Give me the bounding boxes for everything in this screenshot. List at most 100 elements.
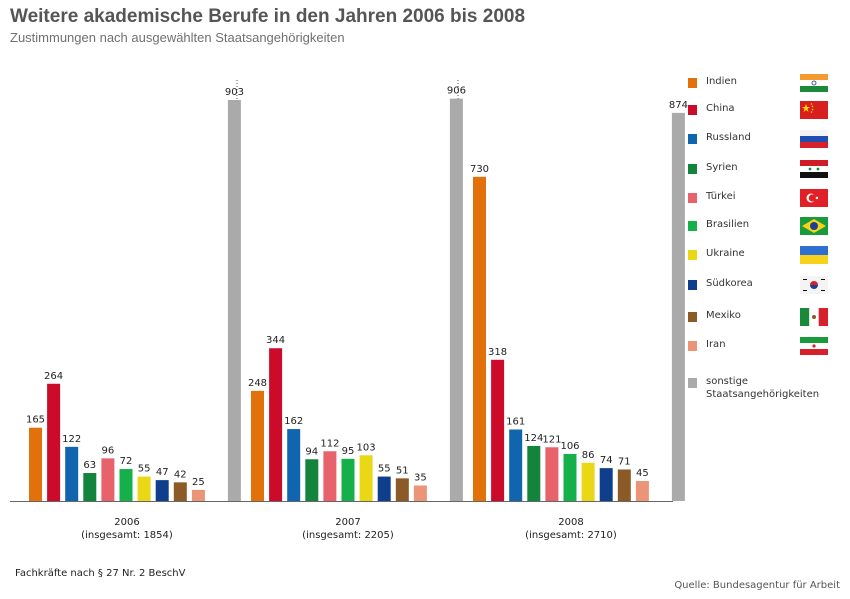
data-label: 55 — [138, 464, 151, 475]
x-tick-total: (insgesamt: 2205) — [302, 530, 394, 541]
bar — [617, 469, 631, 501]
china-flag-icon — [800, 101, 828, 119]
legend-swatch — [688, 221, 697, 231]
bar — [83, 473, 97, 501]
data-label: 86 — [582, 450, 595, 461]
bar — [599, 468, 613, 501]
bar — [251, 390, 264, 501]
data-label: 45 — [636, 468, 649, 479]
data-label: 95 — [342, 446, 355, 457]
bar — [635, 481, 649, 501]
data-label: 103 — [357, 442, 376, 453]
bar — [359, 455, 373, 501]
turkey-flag-icon — [800, 189, 828, 207]
legend-swatch — [688, 312, 697, 322]
bar — [581, 462, 595, 501]
data-label: 161 — [506, 417, 525, 428]
data-label: 318 — [488, 347, 507, 358]
bar — [341, 458, 355, 501]
source-note: Quelle: Bundesagentur für Arbeit — [674, 580, 840, 591]
bar — [173, 482, 187, 501]
bar — [323, 451, 337, 501]
legend-label-line1: sonstige — [706, 376, 749, 387]
chart-subtitle: Zustimmungen nach ausgewählten Staatsang… — [10, 30, 345, 45]
legend-label: Iran — [706, 339, 726, 350]
bar — [119, 469, 133, 501]
data-label: 71 — [618, 456, 631, 467]
legend-label: Mexiko — [706, 310, 741, 321]
data-label: 25 — [192, 477, 205, 488]
legend-label: Syrien — [706, 162, 738, 173]
bar — [305, 459, 319, 501]
data-label: 121 — [542, 434, 561, 445]
ukraine-flag-icon — [800, 246, 828, 264]
bar — [509, 429, 523, 501]
bar — [269, 348, 283, 501]
legend-swatch — [688, 164, 697, 174]
legend-label: China — [706, 103, 735, 114]
bar — [287, 429, 301, 501]
bar — [47, 383, 61, 501]
data-label: 124 — [524, 433, 543, 444]
bar — [155, 480, 169, 501]
data-label: 63 — [83, 460, 96, 471]
bar — [473, 176, 486, 502]
data-label: 165 — [26, 415, 45, 426]
bar — [395, 478, 409, 501]
data-label: 55 — [378, 464, 391, 475]
x-tick-label: 2006 — [114, 517, 139, 528]
legend-swatch — [688, 378, 697, 388]
legend-swatch — [688, 78, 697, 88]
legend-label: Türkei — [706, 191, 736, 202]
data-label: 264 — [44, 371, 63, 382]
bar — [671, 112, 685, 502]
brazil-flag-icon — [800, 217, 828, 235]
legend-swatch — [688, 341, 697, 351]
bar — [29, 427, 42, 501]
data-label: 35 — [414, 472, 427, 483]
data-label: 72 — [120, 456, 133, 467]
bar — [563, 453, 577, 501]
bar — [413, 485, 427, 501]
data-label: 162 — [284, 416, 303, 427]
data-label: 112 — [320, 438, 339, 449]
x-tick-label: 2008 — [558, 517, 583, 528]
south-korea-flag-icon — [800, 276, 828, 294]
data-label: 74 — [600, 455, 613, 466]
iran-flag-icon — [800, 337, 828, 355]
data-label: 903 — [225, 87, 244, 98]
legend-label: Südkorea — [706, 278, 753, 289]
x-tick-total: (insgesamt: 2710) — [525, 530, 617, 541]
legend-label: Indien — [706, 76, 737, 87]
data-label: 51 — [396, 465, 409, 476]
bar — [545, 447, 559, 501]
data-label: 42 — [174, 469, 187, 480]
data-label: 122 — [62, 434, 81, 445]
data-label: 906 — [447, 86, 466, 97]
data-label: 874 — [669, 100, 688, 111]
legend-label: Ukraine — [706, 248, 745, 259]
data-label: 94 — [305, 446, 318, 457]
bar — [65, 446, 79, 501]
data-label: 47 — [156, 467, 169, 478]
syria-flag-icon — [800, 160, 828, 178]
data-label: 730 — [470, 164, 489, 175]
legend-swatch — [688, 134, 697, 144]
legend-swatch — [688, 193, 697, 203]
russia-flag-icon — [800, 130, 828, 148]
bar — [137, 476, 151, 501]
bar — [191, 489, 205, 501]
bar — [377, 476, 391, 501]
data-label: 344 — [266, 335, 285, 346]
x-tick-label: 2007 — [335, 517, 360, 528]
bar — [527, 445, 541, 501]
bar — [491, 359, 505, 501]
bar — [227, 100, 241, 501]
legend-label: Brasilien — [706, 219, 750, 230]
bar — [449, 98, 463, 501]
mexico-flag-icon — [800, 308, 828, 326]
legend-label: Russland — [706, 132, 751, 143]
india-flag-icon — [800, 74, 828, 92]
data-label: 248 — [248, 378, 267, 389]
